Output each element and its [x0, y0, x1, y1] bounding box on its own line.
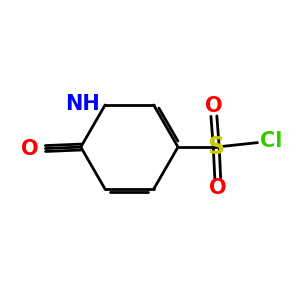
- Text: O: O: [209, 178, 226, 198]
- Text: O: O: [205, 96, 223, 116]
- Text: Cl: Cl: [260, 131, 283, 151]
- Text: O: O: [21, 139, 39, 158]
- Text: NH: NH: [65, 94, 100, 113]
- Text: S: S: [208, 135, 225, 159]
